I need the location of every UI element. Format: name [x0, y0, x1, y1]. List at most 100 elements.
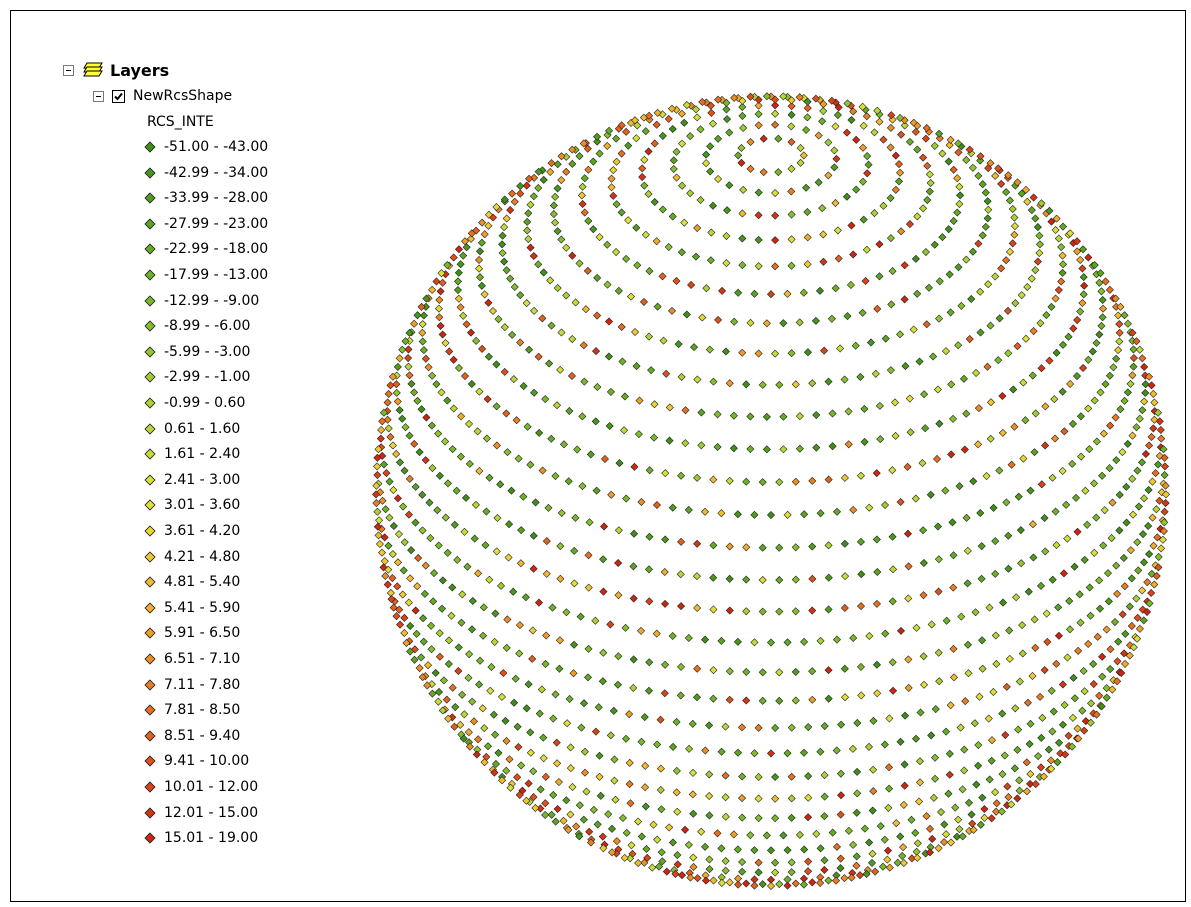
- rcs-point: [1129, 643, 1138, 652]
- legend-symbol-icon: [144, 704, 156, 716]
- rcs-point: [549, 201, 558, 210]
- rcs-point: [378, 451, 387, 460]
- rcs-point: [1098, 295, 1107, 305]
- rcs-point: [1036, 319, 1045, 328]
- rcs-point: [1080, 281, 1089, 290]
- rcs-point: [1051, 225, 1060, 235]
- rcs-point: [1120, 311, 1129, 320]
- rcs-point: [399, 502, 408, 511]
- rcs-point: [1123, 319, 1132, 328]
- rcs-point: [491, 759, 500, 768]
- rcs-point: [754, 814, 763, 823]
- rcs-point: [771, 109, 780, 118]
- rcs-point: [920, 390, 929, 399]
- rcs-point: [1161, 481, 1170, 490]
- rcs-point: [738, 209, 747, 218]
- rcs-point: [691, 105, 700, 114]
- rcs-point: [919, 652, 928, 661]
- legend-class-row: -33.99 - -28.00: [144, 186, 268, 210]
- rcs-point: [439, 676, 448, 685]
- rcs-point: [556, 574, 565, 583]
- rcs-point: [661, 535, 670, 544]
- rcs-point: [994, 356, 1003, 365]
- rcs-point: [513, 722, 522, 731]
- rcs-point: [946, 135, 955, 144]
- rcs-point: [750, 289, 759, 298]
- rcs-point: [1115, 328, 1124, 337]
- rcs-point: [1145, 599, 1154, 608]
- rcs-point: [693, 603, 702, 612]
- rcs-point: [428, 371, 437, 380]
- collapse-layer-toggle[interactable]: [93, 90, 104, 102]
- rcs-point: [498, 231, 507, 240]
- rcs-point: [1092, 437, 1101, 446]
- rcs-point: [729, 411, 738, 420]
- rcs-point: [378, 496, 387, 505]
- rcs-point: [824, 573, 833, 582]
- rcs-point: [831, 122, 840, 131]
- rcs-point: [1023, 197, 1032, 206]
- rcs-point: [852, 808, 861, 817]
- rcs-point: [985, 775, 994, 784]
- rcs-point: [1080, 726, 1089, 735]
- rcs-point: [529, 564, 538, 573]
- rcs-point: [852, 852, 861, 861]
- legend-symbol-icon: [144, 167, 156, 179]
- rcs-point: [535, 428, 544, 437]
- rcs-point: [697, 827, 706, 836]
- rcs-point: [423, 681, 432, 690]
- rcs-point: [1061, 750, 1070, 759]
- rcs-point: [438, 278, 447, 287]
- rcs-point: [949, 165, 958, 174]
- rcs-point: [955, 482, 964, 491]
- rcs-point: [627, 841, 636, 850]
- rcs-point: [1040, 666, 1049, 675]
- rcs-point: [832, 154, 841, 163]
- rcs-point: [1087, 699, 1096, 708]
- rcs-point: [964, 669, 973, 678]
- rcs-point: [836, 864, 845, 873]
- rcs-point: [775, 380, 784, 389]
- rcs-point: [622, 494, 631, 503]
- rcs-point: [903, 462, 912, 471]
- legend-symbol-icon: [144, 243, 156, 255]
- rcs-point: [802, 183, 811, 192]
- rcs-point: [880, 835, 889, 844]
- rcs-point: [474, 569, 483, 578]
- rcs-point: [750, 510, 759, 519]
- rcs-point: [449, 253, 458, 262]
- collapse-layers-toggle[interactable]: [63, 64, 74, 76]
- rcs-point: [424, 661, 433, 670]
- rcs-point: [831, 284, 840, 293]
- rcs-point: [573, 445, 582, 454]
- layer-row-newrcsshape[interactable]: NewRcsShape: [93, 84, 232, 108]
- rcs-point: [1028, 671, 1037, 680]
- rcs-point: [599, 587, 608, 596]
- legend-class-label: -42.99 - -34.00: [164, 164, 269, 181]
- legend-symbol-icon: [144, 371, 156, 383]
- rcs-point: [976, 152, 985, 161]
- rcs-point: [650, 139, 659, 148]
- layer-visibility-checkbox[interactable]: [112, 89, 125, 103]
- rcs-point: [479, 631, 488, 640]
- rcs-point: [783, 510, 792, 519]
- layers-root-row[interactable]: Layers: [63, 58, 169, 82]
- rcs-point: [997, 264, 1006, 273]
- rcs-point: [516, 291, 525, 300]
- rcs-point: [738, 234, 747, 243]
- rcs-point: [934, 555, 943, 564]
- map-display[interactable]: [341, 51, 1181, 891]
- rcs-point: [811, 94, 820, 103]
- rcs-point: [868, 806, 877, 815]
- rcs-point: [923, 161, 932, 170]
- rcs-point: [717, 878, 726, 887]
- rcs-point: [816, 747, 825, 756]
- rcs-point: [1141, 380, 1150, 389]
- rcs-point: [972, 368, 981, 377]
- rcs-point: [1120, 649, 1129, 658]
- rcs-point: [530, 388, 539, 397]
- rcs-point: [1073, 527, 1082, 536]
- rcs-point: [974, 761, 983, 770]
- rcs-point: [503, 448, 512, 457]
- rcs-point: [401, 337, 410, 346]
